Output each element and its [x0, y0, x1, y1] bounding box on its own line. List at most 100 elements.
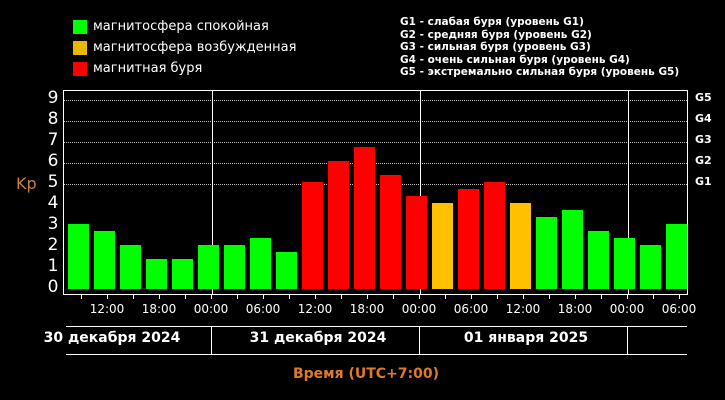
kp-bar	[640, 245, 661, 289]
x-tick-label: 18:00	[141, 302, 177, 316]
x-tick	[445, 295, 446, 299]
kp-bar	[432, 203, 453, 289]
x-tick	[471, 295, 472, 299]
kp-bar	[666, 224, 687, 289]
x-tick	[263, 295, 264, 299]
date-label: 01 января 2025	[463, 330, 589, 346]
y-tick-label: 5	[47, 172, 59, 192]
kp-bar	[406, 196, 427, 289]
g-legend-line: G5 - экстремально сильная буря (уровень …	[400, 66, 680, 78]
kp-bar	[94, 231, 115, 289]
y-tick-label: 4	[47, 193, 59, 213]
x-tick	[185, 295, 186, 299]
x-tick	[133, 295, 134, 299]
x-tick	[289, 295, 290, 299]
x-tick	[159, 295, 160, 299]
kp-bar	[250, 238, 271, 289]
x-tick-label: 00:00	[609, 302, 645, 316]
x-tick	[107, 295, 108, 299]
gridline	[64, 100, 687, 101]
x-tick-label: 18:00	[349, 302, 385, 316]
kp-bar	[146, 259, 167, 289]
g-tick-label: G4	[695, 112, 712, 125]
y-tick-label: 6	[47, 151, 59, 171]
x-tick-label: 12:00	[505, 302, 541, 316]
x-tick	[341, 295, 342, 299]
date-divider	[627, 326, 628, 354]
g-legend-line: G4 - очень сильная буря (уровень G4)	[400, 53, 630, 66]
x-tick	[679, 295, 680, 299]
kp-bar	[328, 161, 349, 289]
date-bottom-rule	[66, 354, 687, 355]
x-tick	[237, 295, 238, 299]
gridline	[64, 142, 687, 143]
kp-bar	[484, 182, 505, 289]
y-axis-label: Kp	[16, 174, 37, 193]
kp-bar	[510, 203, 531, 289]
y-tick-label: 9	[47, 88, 59, 108]
x-tick-label: 06:00	[661, 302, 697, 316]
y-tick-label: 2	[47, 235, 59, 255]
day-divider	[420, 91, 421, 294]
date-label: 31 декабря 2024	[249, 330, 387, 346]
gridline	[64, 184, 687, 185]
legend-item-active: магнитосфера возбужденная	[73, 37, 296, 58]
legend-item-quiet: магнитосфера спокойная	[73, 16, 296, 37]
x-tick-label: 12:00	[297, 302, 333, 316]
day-divider	[212, 91, 213, 294]
y-tick-label: 1	[47, 256, 59, 276]
kp-bar	[588, 231, 609, 289]
y-tick-label: 3	[47, 214, 59, 234]
kp-bar	[172, 259, 193, 289]
g-legend-line: G1 - слабая буря (уровень G1)	[400, 16, 584, 28]
x-tick	[497, 295, 498, 299]
x-tick	[627, 295, 628, 299]
legend-label: магнитосфера спокойная	[93, 19, 269, 34]
status-legend: магнитосфера спокойная магнитосфера возб…	[73, 16, 296, 79]
kp-bar	[536, 217, 557, 289]
date-label: 30 декабря 2024	[43, 330, 181, 346]
kp-bar	[380, 175, 401, 289]
x-tick-label: 00:00	[401, 302, 437, 316]
kp-bar	[198, 245, 219, 289]
x-tick-label: 18:00	[557, 302, 593, 316]
g-legend-line: G3 - сильная буря (уровень G3)	[400, 41, 591, 53]
date-divider	[211, 326, 212, 354]
kp-bar	[120, 245, 141, 289]
x-tick	[653, 295, 654, 299]
x-tick-label: 06:00	[245, 302, 281, 316]
x-tick	[211, 295, 212, 299]
y-tick-label: 0	[47, 277, 59, 297]
legend-label: магнитосфера возбужденная	[93, 40, 297, 55]
kp-bar	[224, 245, 245, 289]
x-tick-label: 00:00	[193, 302, 229, 316]
x-tick	[419, 295, 420, 299]
y-tick-label: 8	[47, 109, 59, 129]
x-tick-label: 06:00	[453, 302, 489, 316]
y-tick-label: 7	[47, 130, 59, 150]
kp-bar	[354, 147, 375, 289]
x-tick	[315, 295, 316, 299]
x-tick	[549, 295, 550, 299]
kp-bar	[562, 210, 583, 289]
kp-bar	[458, 189, 479, 289]
g-tick-label: G3	[695, 133, 712, 146]
x-tick-label: 12:00	[89, 302, 125, 316]
x-tick	[601, 295, 602, 299]
plot-area	[63, 90, 688, 295]
g-tick-label: G2	[695, 154, 712, 167]
legend-item-storm: магнитная буря	[73, 58, 296, 79]
kp-bar	[276, 252, 297, 289]
kp-bar	[68, 224, 89, 289]
date-top-rule	[66, 326, 687, 327]
storm-swatch-icon	[73, 61, 87, 76]
x-tick	[367, 295, 368, 299]
x-tick	[393, 295, 394, 299]
g-tick-label: G5	[695, 91, 712, 104]
kp-bar	[614, 238, 635, 289]
legend-label: магнитная буря	[93, 61, 203, 76]
quiet-swatch-icon	[73, 19, 87, 34]
gridline	[64, 163, 687, 164]
g-legend-line: G2 - средняя буря (уровень G2)	[400, 28, 592, 41]
x-axis-title: Время (UTC+7:00)	[292, 366, 440, 382]
